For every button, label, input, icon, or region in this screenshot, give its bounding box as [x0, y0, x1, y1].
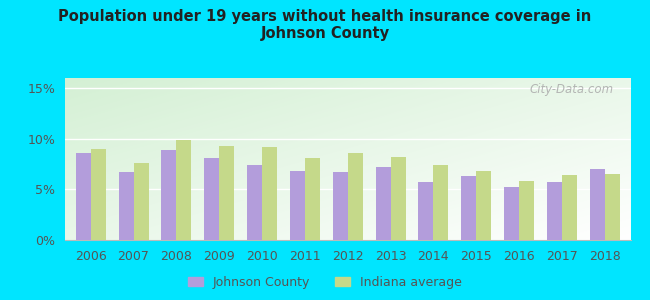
Bar — [161, 150, 176, 240]
Bar — [176, 140, 191, 240]
Bar — [75, 153, 91, 240]
Text: City-Data.com: City-Data.com — [529, 83, 614, 96]
Bar — [547, 182, 562, 240]
Bar — [604, 174, 620, 240]
Bar — [133, 163, 149, 240]
Bar — [376, 167, 391, 240]
Bar — [519, 181, 534, 240]
Legend: Johnson County, Indiana average: Johnson County, Indiana average — [183, 271, 467, 294]
Bar — [391, 157, 406, 240]
Bar — [419, 182, 434, 240]
Text: Population under 19 years without health insurance coverage in
Johnson County: Population under 19 years without health… — [58, 9, 592, 41]
Bar — [562, 175, 577, 240]
Bar — [91, 149, 106, 240]
Bar — [333, 172, 348, 240]
Bar — [204, 158, 219, 240]
Bar — [434, 165, 448, 240]
Bar — [590, 169, 605, 240]
Bar — [247, 165, 262, 240]
Bar — [476, 171, 491, 240]
Bar — [219, 146, 234, 240]
Bar — [118, 172, 133, 240]
Bar — [290, 171, 305, 240]
Bar — [305, 158, 320, 240]
Bar — [262, 147, 277, 240]
Bar — [348, 153, 363, 240]
Bar — [462, 176, 476, 240]
Bar — [504, 187, 519, 240]
